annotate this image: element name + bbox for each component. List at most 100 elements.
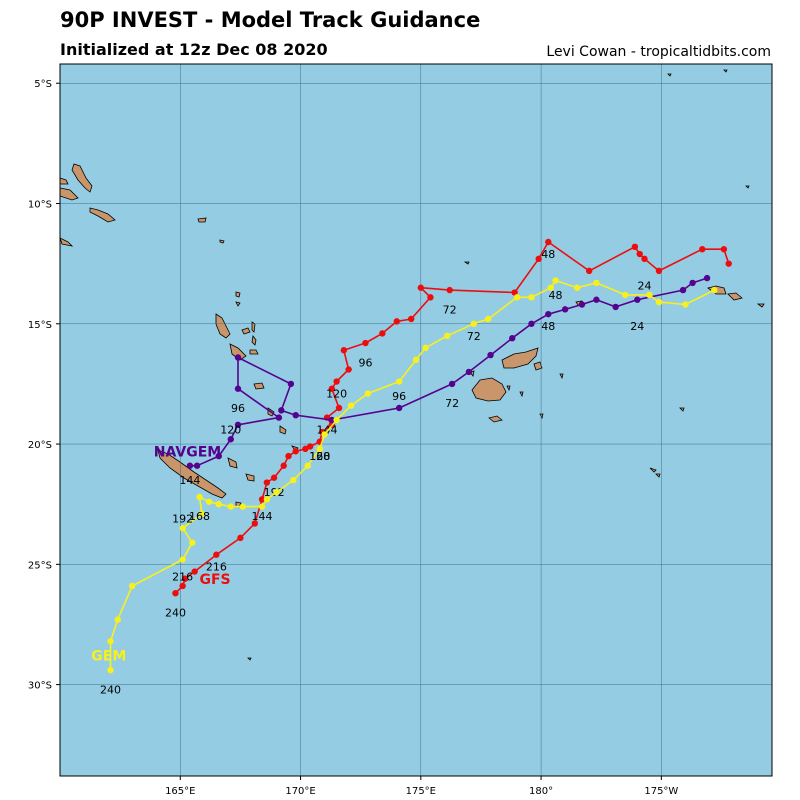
gem-track-point xyxy=(528,294,535,301)
island-shape xyxy=(559,373,564,380)
gem-track-point xyxy=(290,476,297,484)
init-time-subtitle: Initialized at 12z Dec 08 2020 xyxy=(60,40,328,59)
lon-tick-label: 170°E xyxy=(285,786,315,797)
island-shape xyxy=(241,327,251,335)
island-shape xyxy=(463,261,470,265)
gfs-track-point xyxy=(585,267,593,275)
navgem-forecast-hour-label: 96 xyxy=(231,402,245,415)
gfs-track-point xyxy=(306,443,314,450)
gfs-track-point xyxy=(345,366,352,373)
navgem-track: 24 48 72 96 120 144 NAVGEM xyxy=(154,274,711,487)
gfs-track-point xyxy=(545,238,552,246)
navgem-track-point xyxy=(215,452,222,460)
navgem-track-point xyxy=(679,286,687,294)
ocean-background xyxy=(60,64,772,776)
navgem-track-point xyxy=(275,414,283,421)
gfs-track-point xyxy=(379,330,386,337)
island-shape xyxy=(235,301,241,307)
navgem-track-point xyxy=(528,320,535,327)
model-tracks: 24487296120144168192216240GFS24487296120… xyxy=(91,238,732,696)
navgem-track-point xyxy=(545,310,552,318)
lat-tick-label: 30°S xyxy=(28,681,52,692)
gem-track-point xyxy=(622,291,629,299)
gem-track-point xyxy=(513,294,521,301)
island-shape xyxy=(251,321,256,333)
gem-forecast-hour-label: 72 xyxy=(467,330,481,343)
gem-track-point xyxy=(321,431,328,438)
navgem-track-point xyxy=(287,380,295,388)
gem-model-label: GEM xyxy=(91,649,126,665)
navgem-track-point xyxy=(561,306,569,313)
navgem-track-point xyxy=(193,462,201,469)
gfs-track-point xyxy=(270,474,278,481)
gem-track-point xyxy=(198,510,206,518)
lat-tick-label: 15°S xyxy=(28,320,52,331)
gfs-track-point xyxy=(725,260,732,267)
gem-track-point xyxy=(263,496,271,503)
island-shape xyxy=(219,239,225,244)
gem-forecast-hour-label: 120 xyxy=(309,450,330,463)
navgem-model-label: NAVGEM xyxy=(154,444,221,460)
island-shape xyxy=(745,185,750,189)
gfs-forecast-hour-label: 96 xyxy=(358,356,372,369)
gem-track-point xyxy=(316,445,323,453)
gfs-track: 24487296120144168192216240GFS xyxy=(165,238,732,619)
gem-track-point xyxy=(364,390,372,397)
island-shape xyxy=(471,377,507,402)
island-shape xyxy=(59,237,74,247)
island-shape xyxy=(71,163,93,193)
island-shape xyxy=(197,217,207,223)
navgem-track-point xyxy=(487,351,494,359)
navgem-track-point xyxy=(234,421,242,429)
lon-tick-label: 165°E xyxy=(165,786,195,797)
gem-forecast-hour-label: 144 xyxy=(252,510,273,523)
gem-track-point xyxy=(179,525,186,532)
island-shape xyxy=(723,69,728,73)
island-shape xyxy=(667,73,672,77)
gem-track-point xyxy=(215,500,222,508)
lon-tick-label: 175°W xyxy=(644,786,678,797)
navgem-track-point xyxy=(395,404,403,412)
gfs-model-label: GFS xyxy=(200,572,231,588)
gfs-forecast-hour-label: 240 xyxy=(165,606,186,619)
gfs-track-point xyxy=(340,347,348,354)
gfs-track-point xyxy=(699,246,706,253)
gem-track-point xyxy=(422,344,429,352)
gem-forecast-hour-label: 48 xyxy=(549,289,563,302)
navgem-forecast-hour-label: 72 xyxy=(445,397,459,410)
gem-forecast-hour-label: 96 xyxy=(392,390,406,403)
gfs-track-point xyxy=(285,452,292,460)
gfs-track-point xyxy=(655,267,663,275)
gem-track-point xyxy=(107,666,114,674)
navgem-forecast-hour-label: 24 xyxy=(630,320,644,333)
gem-track-point xyxy=(107,638,114,645)
gfs-track-point xyxy=(636,250,643,258)
navgem-forecast-hour-label: 120 xyxy=(220,424,241,437)
navgem-forecast-hour-label: 144 xyxy=(179,474,200,487)
island-shape xyxy=(89,207,116,223)
lat-tick-label: 20°S xyxy=(28,440,52,451)
gem-track-point xyxy=(196,493,203,501)
gem-track-point xyxy=(682,301,689,308)
gem-track-point xyxy=(114,616,121,623)
gfs-track-point xyxy=(333,378,340,385)
gfs-track-point xyxy=(191,568,198,575)
lat-lon-grid xyxy=(60,64,772,776)
navgem-track-point xyxy=(448,380,456,388)
island-shape xyxy=(679,407,685,412)
island-shape xyxy=(279,425,287,435)
navgem-track-point xyxy=(593,296,600,303)
map-title: 90P INVEST - Model Track Guidance xyxy=(60,8,481,32)
gfs-track-point xyxy=(335,404,343,412)
island-shape xyxy=(253,382,265,390)
navgem-track-point xyxy=(689,279,696,287)
gem-track-point xyxy=(547,284,554,291)
island-shape xyxy=(229,343,247,361)
island-shape xyxy=(501,347,539,369)
gem-track-point xyxy=(189,539,196,546)
lon-tick-label: 175°E xyxy=(406,786,436,797)
gfs-track-point xyxy=(172,589,179,597)
gem-track-point xyxy=(552,277,559,284)
